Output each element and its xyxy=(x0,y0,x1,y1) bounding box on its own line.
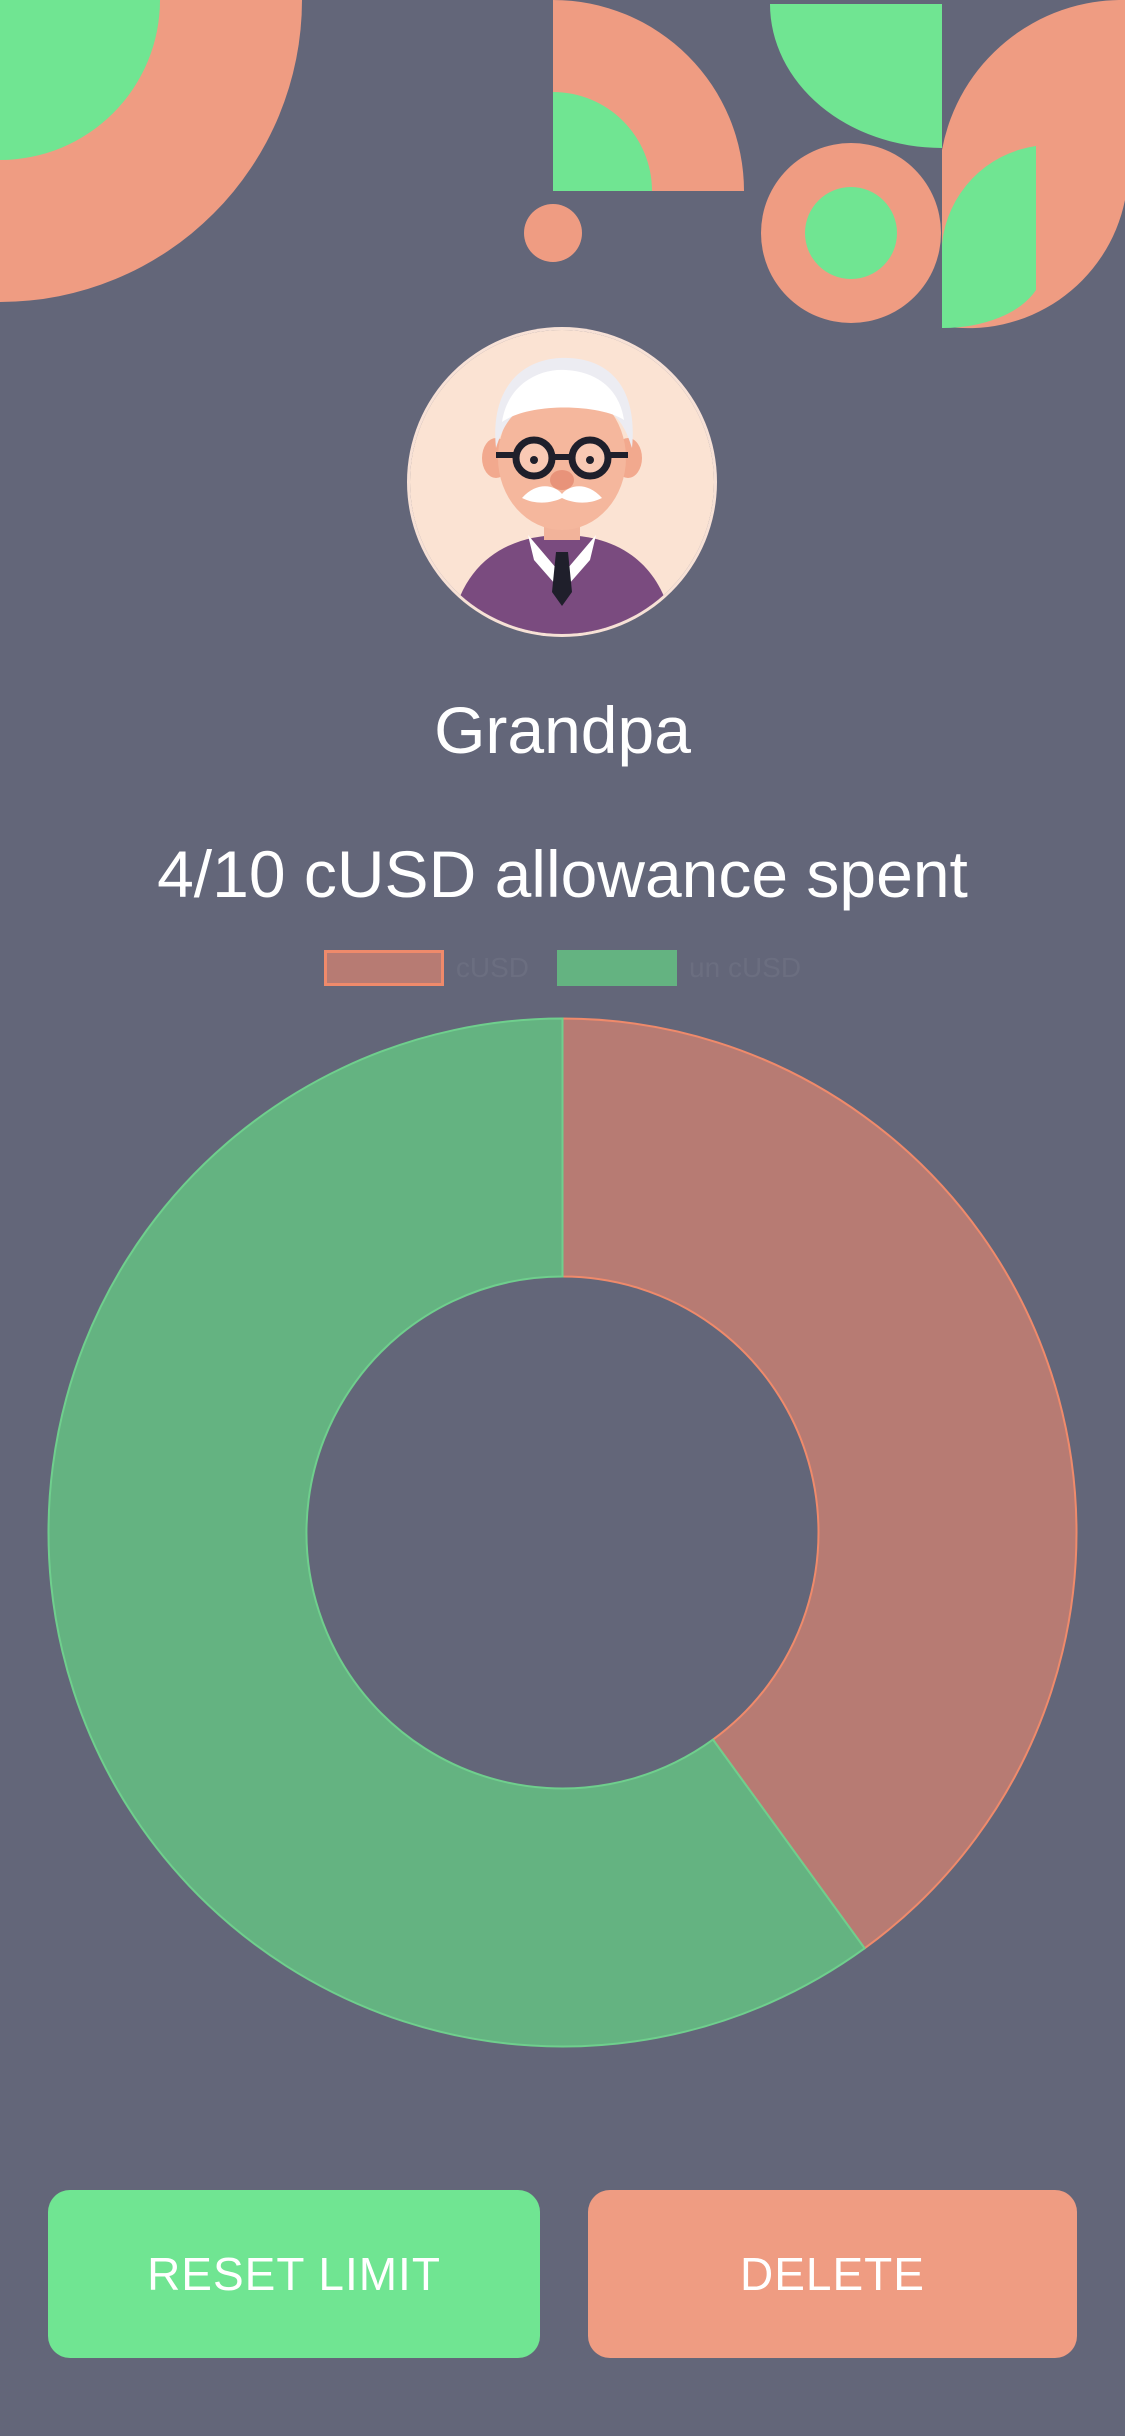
legend-item-unspent[interactable]: un cUSD xyxy=(557,950,801,986)
chart-slice-unspent[interactable] xyxy=(47,1017,867,2048)
delete-button[interactable]: DELETE xyxy=(588,2190,1077,2358)
legend-swatch-spent xyxy=(323,950,444,986)
avatar xyxy=(410,330,714,634)
legend-label-unspent: un cUSD xyxy=(689,952,802,983)
legend-item-spent[interactable]: cUSD xyxy=(323,950,530,986)
profile-name: Grandpa xyxy=(434,693,691,767)
chart-slice-spent[interactable] xyxy=(561,1017,1078,1950)
legend-label-spent: cUSD xyxy=(455,952,530,983)
allowance-doughnut-chart xyxy=(47,1017,1078,2048)
decorative-header-shapes xyxy=(0,0,1125,329)
legend-swatch-unspent xyxy=(557,950,678,986)
reset-limit-button[interactable]: RESET LIMIT xyxy=(48,2190,540,2358)
grandpa-avatar-illustration xyxy=(410,330,714,634)
chart-legend: cUSD un cUSD xyxy=(0,948,1125,988)
allowance-summary: 4/10 cUSD allowance spent xyxy=(157,837,968,911)
